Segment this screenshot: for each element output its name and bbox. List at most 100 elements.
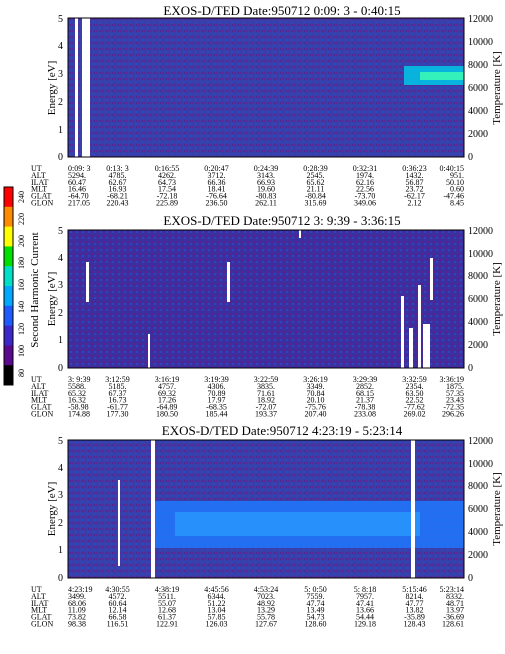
table-row-label: GLAT [31, 403, 52, 412]
table-cell: 126.03 [206, 620, 228, 629]
table-cell: 4:53:24 [254, 585, 278, 594]
table-cell: 0:13: 3 [106, 164, 128, 173]
colorbar-swatch [4, 325, 13, 346]
table-cell: 13.04 [208, 606, 226, 615]
table-cell: 62.16 [356, 178, 374, 187]
table-cell: 47.74 [307, 599, 325, 608]
panel-3-yticks: 0 1 2 3 4 5 [58, 436, 63, 584]
colorbar-swatch [4, 187, 13, 208]
table-cell: 61.37 [158, 613, 176, 622]
table-cell: 349.06 [354, 199, 376, 208]
table-cell: 73.82 [68, 613, 86, 622]
table-cell: -78.38 [355, 403, 376, 412]
panel-2-yticks: 0 1 2 3 4 5 [58, 226, 63, 374]
y-tick-label: 3 [58, 280, 63, 291]
table-row-label: ILAT [31, 389, 48, 398]
table-cell: 127.67 [255, 620, 277, 629]
panel-1-band-core [420, 72, 464, 80]
table-cell: 55.78 [257, 613, 275, 622]
table-cell: -68.21 [107, 192, 128, 201]
table-cell: 63.50 [406, 389, 424, 398]
table-cell: 16.73 [109, 396, 127, 405]
table-cell: 5: 0:50 [304, 585, 326, 594]
table-cell: 47.77 [406, 599, 424, 608]
colorbar-tick: 200 [17, 235, 26, 247]
table-cell: 47.41 [356, 599, 374, 608]
panel-2-y2ticks: 0 2000 4000 6000 8000 10000 12000 [468, 226, 493, 374]
table-cell: 64.73 [158, 178, 176, 187]
table-row-label: ALT [31, 592, 46, 601]
table-cell: 12.68 [158, 606, 176, 615]
table-cell: 116.51 [107, 620, 129, 629]
table-cell: 2.12 [408, 199, 422, 208]
table-row-label: GLON [31, 410, 53, 419]
y-tick-label: 3 [58, 490, 63, 501]
colorbar-tick: 120 [17, 323, 26, 335]
table-cell: 65.62 [307, 178, 325, 187]
table-cell: -61.77 [107, 403, 128, 412]
panel-3-y2ticks: 0 2000 4000 6000 8000 10000 12000 [468, 436, 493, 584]
table-cell: 3:16:19 [155, 375, 179, 384]
colorbar-swatch [4, 345, 13, 366]
table-cell: 48.92 [257, 599, 275, 608]
table-cell: 269.02 [404, 410, 426, 419]
table-cell: 4:45:56 [204, 585, 228, 594]
panel-1-gap [75, 18, 78, 157]
panel-2-spike [299, 230, 301, 238]
table-cell: -47.46 [443, 192, 464, 201]
y2-tick-label: 12000 [468, 436, 493, 447]
table-cell: 16.93 [109, 185, 127, 194]
y2-tick-label: 6000 [468, 294, 488, 305]
table-cell: 55.07 [158, 599, 176, 608]
table-cell: 13.97 [446, 606, 464, 615]
panel-2-title: EXOS-D/TED Date:950712 3: 9:39 - 3:36:15 [163, 213, 400, 228]
y-tick-label: 4 [58, 41, 63, 52]
table-cell: 262.11 [255, 199, 277, 208]
table-cell: -75.76 [305, 403, 326, 412]
table-cell: 4262. [158, 171, 176, 180]
y2-tick-label: 8000 [468, 271, 488, 282]
table-cell: -72.35 [443, 403, 464, 412]
y2-tick-label: 10000 [468, 249, 493, 260]
table-cell: 3:32:59 [402, 375, 426, 384]
colorbar-swatch [4, 286, 13, 307]
panel-1-ylabel: Energy [eV] [46, 61, 58, 115]
table-cell: 13.49 [307, 606, 325, 615]
table-cell: -73.70 [355, 192, 376, 201]
y2-tick-label: 12000 [468, 14, 493, 25]
panel-2-spike [430, 258, 433, 300]
table-cell: 18.41 [208, 185, 226, 194]
table-cell: 177.30 [107, 410, 129, 419]
table-cell: 13.66 [356, 606, 374, 615]
table-cell: 180.50 [156, 410, 178, 419]
table-cell: 3:36:19 [440, 375, 464, 384]
table-row-label: GLON [31, 199, 53, 208]
table-row-label: GLAT [31, 192, 52, 201]
table-cell: 3: 9:39 [68, 375, 90, 384]
table-cell: 1432. [406, 171, 424, 180]
table-cell: 236.50 [206, 199, 228, 208]
table-cell: 60.47 [68, 178, 86, 187]
table-cell: 2354. [406, 382, 424, 391]
colorbar-tick: 100 [17, 345, 26, 357]
colorbar-tick: 160 [17, 279, 26, 291]
panel-3-gap [151, 440, 155, 578]
table-cell: 3349. [307, 382, 325, 391]
table-cell: 128.60 [305, 620, 327, 629]
table-cell: 65.32 [68, 389, 86, 398]
y-tick-label: 0 [58, 363, 63, 374]
table-cell: 51.22 [208, 599, 226, 608]
table-cell: 4572. [109, 592, 127, 601]
y-tick-label: 3 [58, 69, 63, 80]
panel-3: EXOS-D/TED Date:950712 4:23:19 - 5:23:14… [31, 423, 503, 629]
panel-2-spike [418, 285, 421, 368]
table-row-label: GLAT [31, 613, 52, 622]
table-cell: 185.44 [206, 410, 228, 419]
panel-2-spike [227, 262, 230, 302]
panel-3-gap [411, 440, 415, 578]
colorbar-swatch [4, 266, 13, 287]
y2-tick-label: 10000 [468, 459, 493, 470]
